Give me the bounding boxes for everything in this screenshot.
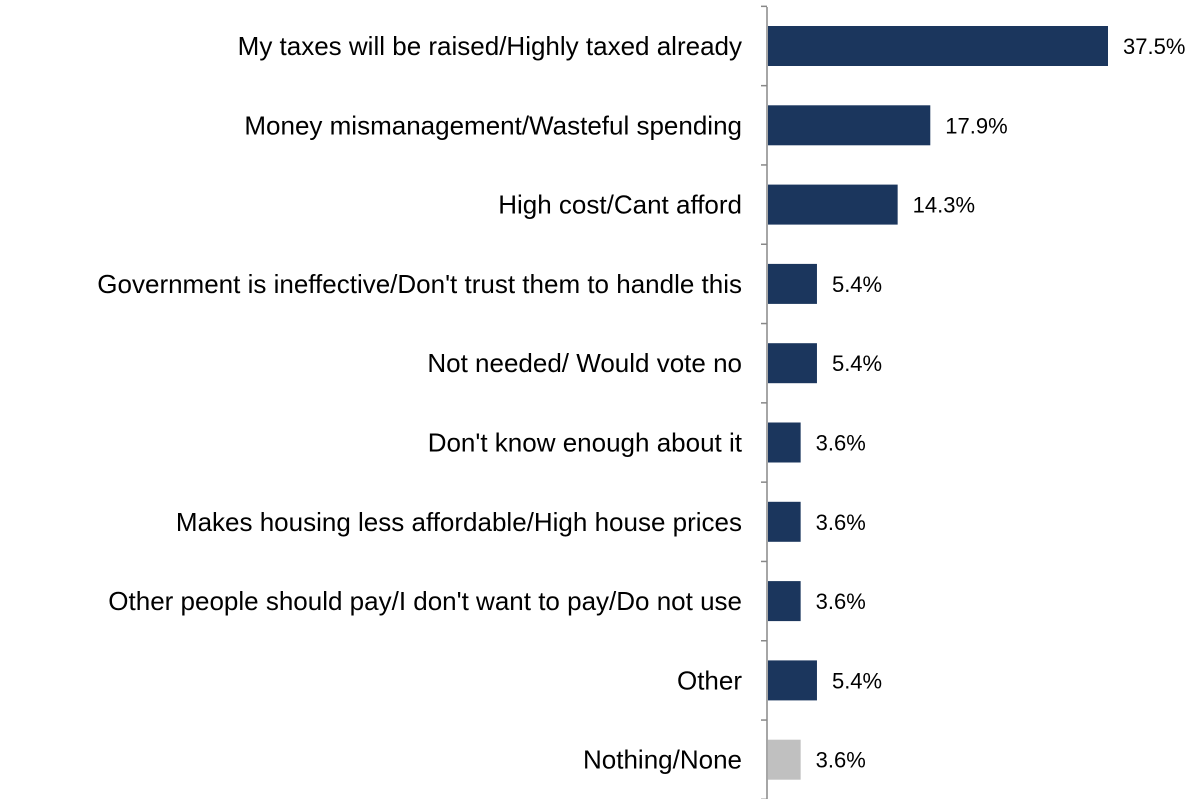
category-label: Don't know enough about it	[428, 428, 743, 458]
category-label: Money mismanagement/Wasteful spending	[244, 110, 742, 140]
value-label: 37.5%	[1123, 34, 1185, 59]
category-label: Other	[677, 665, 742, 695]
value-label: 17.9%	[945, 113, 1007, 138]
bar-other	[768, 660, 817, 701]
bar-nothing-none	[768, 739, 801, 780]
value-labels: 37.5% 17.9% 14.3% 5.4% 5.4% 3.6% 3.6% 3.6% 5.4% 3…	[816, 34, 1186, 773]
bar-other-people-should-pay-i-don-t-want-to-pay-do-not-use	[768, 581, 801, 622]
value-label: 5.4%	[832, 351, 882, 376]
value-label: 3.6%	[816, 431, 866, 456]
value-label: 14.3%	[913, 193, 975, 218]
category-label: Makes housing less affordable/High house…	[176, 507, 742, 537]
category-label: High cost/Cant afford	[498, 190, 742, 220]
value-label: 3.6%	[816, 510, 866, 535]
bar-government-is-ineffective-don-t-trust-them-to-handle-this	[768, 263, 817, 304]
category-label: Other people should pay/I don't want to …	[108, 586, 742, 616]
category-label: Government is ineffective/Don't trust th…	[97, 269, 742, 299]
category-label: Not needed/ Would vote no	[427, 348, 742, 378]
category-label: Nothing/None	[583, 745, 742, 775]
bar-money-mismanagement-wasteful-spending	[768, 105, 931, 146]
category-labels: My taxes will be raised/Highly taxed alr…	[97, 31, 742, 775]
value-label: 5.4%	[832, 668, 882, 693]
value-label: 3.6%	[816, 748, 866, 773]
bars-layer	[768, 26, 1108, 780]
bar-don-t-know-enough-about-it	[768, 422, 801, 463]
bar-my-taxes-will-be-raised-highly-taxed-already	[768, 26, 1108, 66]
bar-makes-housing-less-affordable-high-house-prices	[768, 501, 801, 542]
category-axis	[761, 5, 768, 799]
value-label: 5.4%	[832, 272, 882, 297]
category-label: My taxes will be raised/Highly taxed alr…	[238, 31, 742, 61]
bar-high-cost-cant-afford	[768, 184, 898, 225]
value-label: 3.6%	[816, 589, 866, 614]
bar-not-needed-would-vote-no	[768, 343, 817, 384]
